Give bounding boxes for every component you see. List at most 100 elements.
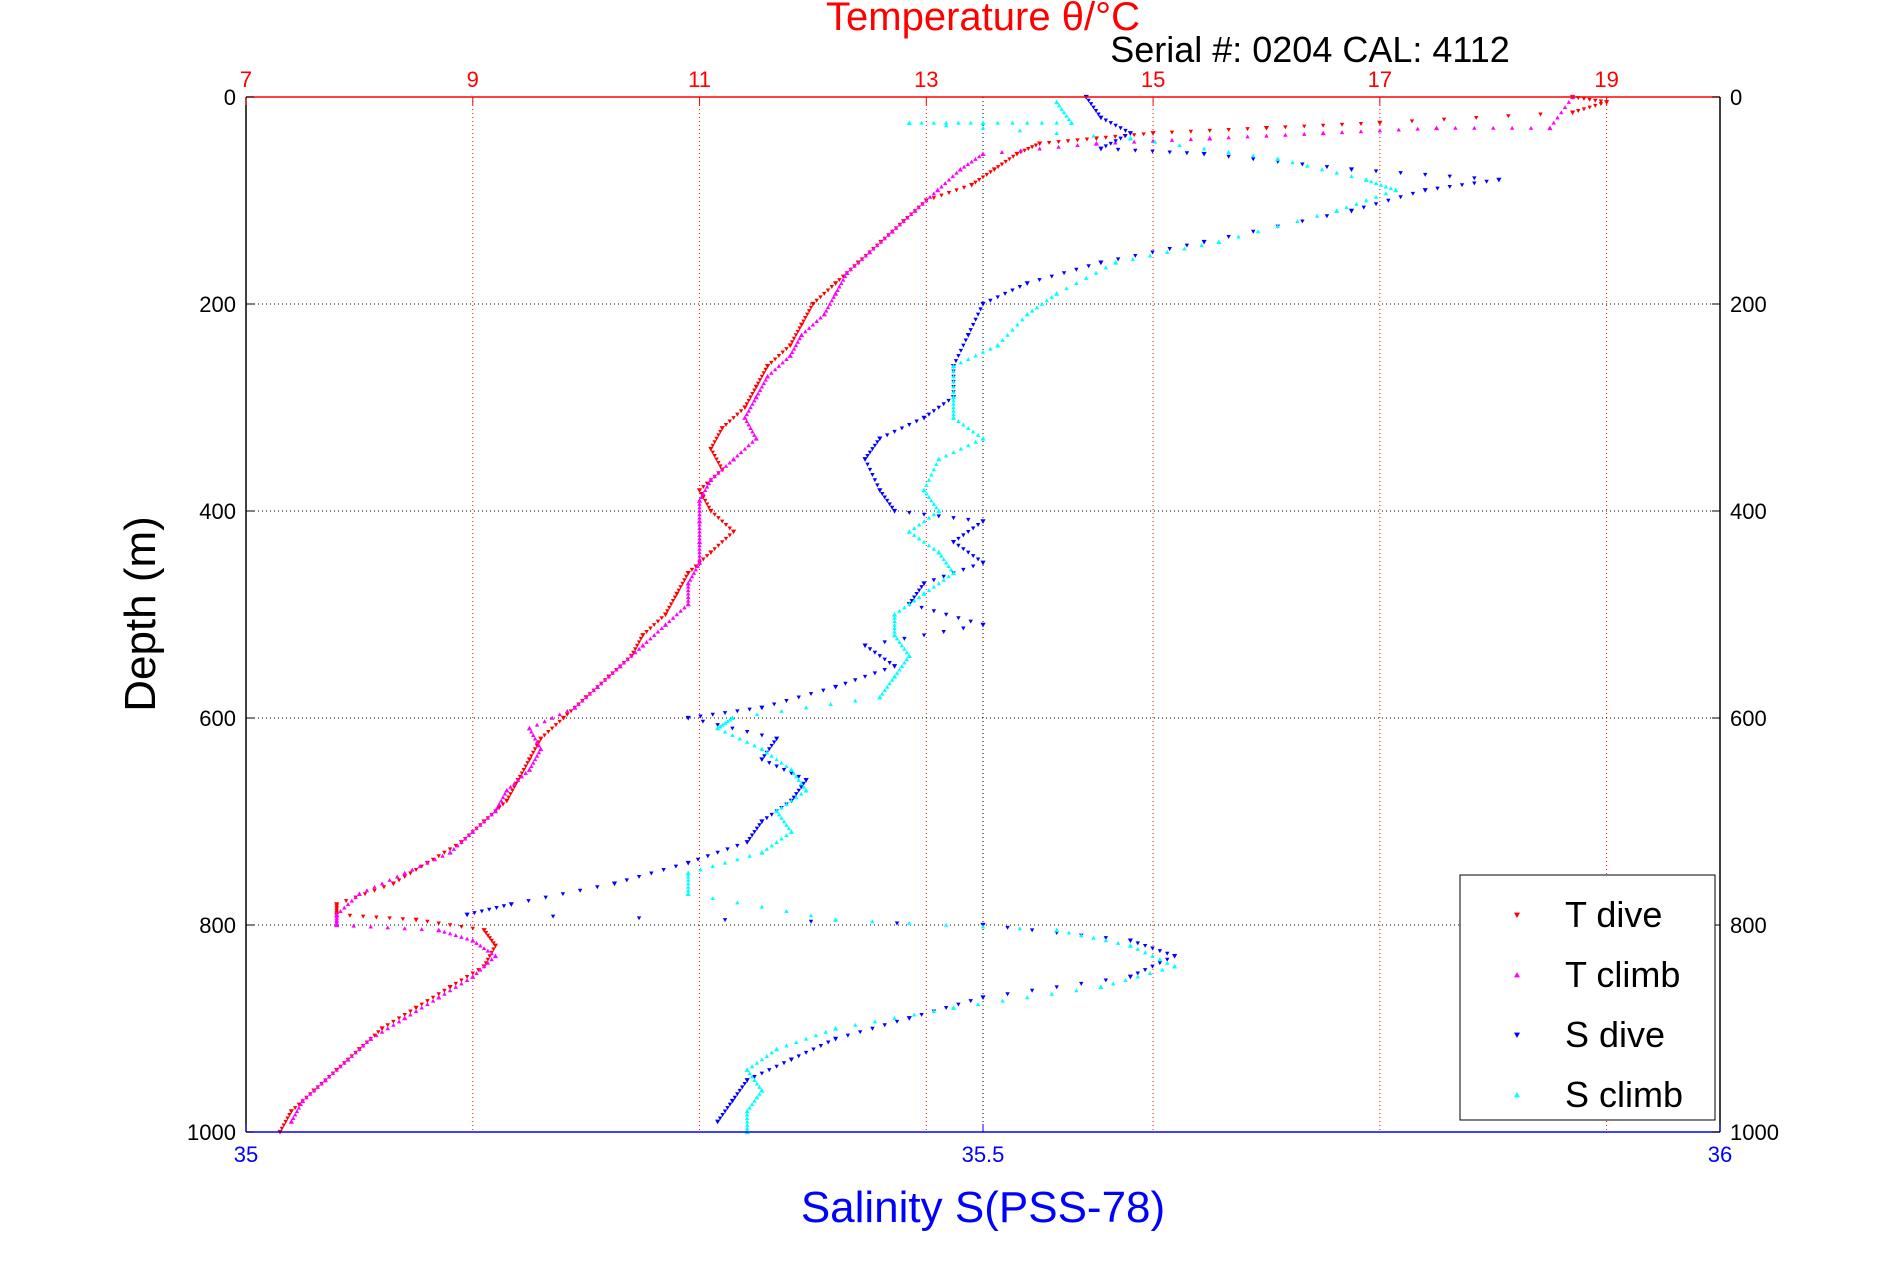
data-point xyxy=(1093,270,1099,275)
data-point xyxy=(966,550,971,555)
data-point xyxy=(891,611,898,617)
series-t-climb xyxy=(288,94,1576,1124)
data-point xyxy=(1393,187,1399,193)
data-point xyxy=(1290,160,1295,165)
data-point xyxy=(936,581,941,586)
data-point xyxy=(611,881,618,887)
data-point xyxy=(991,167,997,173)
data-point xyxy=(749,1064,755,1069)
data-point xyxy=(803,1050,809,1055)
data-point xyxy=(489,951,494,956)
data-point xyxy=(667,619,672,624)
data-point xyxy=(1199,243,1204,248)
data-point xyxy=(822,291,827,296)
data-point xyxy=(759,757,765,762)
data-point xyxy=(697,553,702,558)
data-point xyxy=(1115,940,1121,945)
data-point xyxy=(746,422,751,427)
data-point xyxy=(1084,137,1090,142)
data-point xyxy=(746,398,751,403)
data-point xyxy=(889,677,895,682)
data-point xyxy=(342,905,347,910)
data-point xyxy=(1184,243,1190,248)
data-point xyxy=(779,836,784,841)
data-point xyxy=(796,1054,801,1059)
data-point xyxy=(970,564,976,569)
data-point xyxy=(1135,946,1140,951)
data-point xyxy=(459,981,464,986)
data-point xyxy=(980,125,986,130)
data-point xyxy=(1255,229,1261,234)
data-point xyxy=(1484,179,1489,184)
top-tick-label: 13 xyxy=(914,67,938,92)
data-point xyxy=(796,695,801,700)
data-point xyxy=(347,913,353,918)
data-point xyxy=(410,867,415,872)
data-point xyxy=(931,609,937,614)
data-point xyxy=(902,605,907,610)
data-point xyxy=(789,350,795,355)
data-point xyxy=(798,332,805,338)
data-point xyxy=(360,1043,366,1048)
data-point xyxy=(1275,156,1281,162)
data-point xyxy=(1555,115,1560,120)
data-point xyxy=(828,702,833,706)
legend-markers xyxy=(1514,912,1520,1098)
data-point xyxy=(708,477,714,483)
data-point xyxy=(519,774,525,779)
data-point xyxy=(294,1109,300,1114)
data-point xyxy=(818,1043,824,1048)
data-point xyxy=(1570,110,1576,116)
chart-title: Temperature θ/°C xyxy=(826,0,1140,39)
data-point xyxy=(950,539,957,545)
data-point xyxy=(980,301,986,307)
data-point xyxy=(906,653,912,658)
data-point xyxy=(1142,943,1148,948)
top-tick-label: 7 xyxy=(240,67,252,92)
data-point xyxy=(512,781,517,786)
data-point xyxy=(701,491,706,496)
data-point xyxy=(1079,981,1084,986)
data-point xyxy=(349,898,355,903)
data-point xyxy=(808,305,814,310)
data-point xyxy=(1177,143,1182,148)
data-point xyxy=(532,747,538,752)
data-point xyxy=(1320,130,1326,136)
data-point xyxy=(531,733,536,738)
data-point xyxy=(402,1015,408,1021)
data-point xyxy=(927,194,933,199)
data-point xyxy=(430,998,436,1003)
data-point xyxy=(870,1026,875,1031)
data-point xyxy=(912,526,917,531)
data-point xyxy=(1029,308,1035,313)
data-point xyxy=(1010,327,1015,332)
data-point xyxy=(413,1009,419,1014)
data-point xyxy=(701,557,706,562)
data-point xyxy=(862,674,868,679)
data-point xyxy=(904,657,910,662)
data-point xyxy=(1037,278,1042,283)
data-point xyxy=(730,456,737,462)
data-point xyxy=(1103,118,1109,123)
data-point xyxy=(744,412,749,417)
data-point xyxy=(744,840,750,845)
data-point xyxy=(481,946,487,951)
data-point xyxy=(326,1074,332,1079)
data-point xyxy=(1056,103,1062,108)
data-point xyxy=(984,172,989,177)
data-point xyxy=(1283,132,1288,137)
data-point xyxy=(902,660,907,665)
data-point xyxy=(451,846,457,851)
data-point xyxy=(966,529,971,534)
data-point xyxy=(951,450,956,455)
data-point xyxy=(687,577,693,582)
data-point xyxy=(961,185,967,190)
data-point xyxy=(803,787,809,793)
data-point xyxy=(892,1015,897,1020)
data-point xyxy=(784,822,789,827)
data-point xyxy=(780,360,785,365)
data-point xyxy=(744,730,750,734)
data-point xyxy=(1074,281,1079,286)
data-point xyxy=(787,353,793,358)
